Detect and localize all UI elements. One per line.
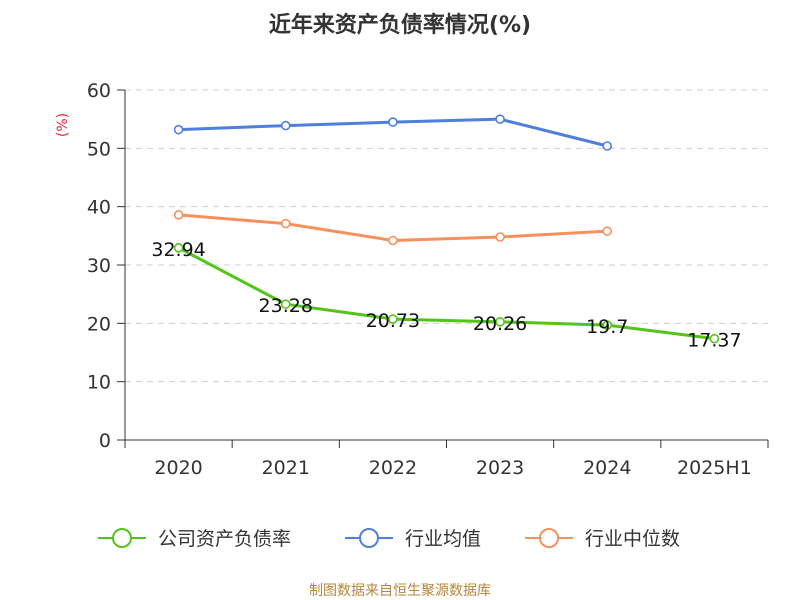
data-label: 17.37 — [687, 330, 741, 352]
data-label: 20.73 — [366, 310, 420, 332]
legend: 公司资产负债率 行业均值 行业中位数 — [98, 528, 680, 550]
x-tick-label: 2024 — [583, 457, 631, 479]
data-point — [495, 317, 505, 327]
data-labels: 32.94 23.28 20.73 20.26 19.7 17.37 — [151, 239, 741, 352]
data-point — [388, 117, 398, 127]
data-point — [173, 243, 184, 253]
data-label: 23.28 — [259, 295, 313, 317]
legend-swatch-marker — [112, 528, 132, 548]
series-line — [177, 246, 716, 341]
legend-label: 公司资产负债率 — [158, 528, 291, 550]
legend-label: 行业均值 — [405, 528, 481, 550]
y-tick-label: 40 — [87, 197, 111, 219]
x-tick-label: 2020 — [154, 457, 202, 479]
x-tick-label: 2022 — [369, 457, 417, 479]
data-point — [495, 114, 505, 124]
data-label: 19.7 — [586, 316, 628, 338]
legend-label: 行业中位数 — [585, 528, 680, 550]
data-point — [602, 226, 613, 236]
axes: 0 10 20 30 40 50 60 2020 2021 2022 2023 2024 2025H1 — [87, 80, 769, 479]
y-tick-label: 10 — [87, 372, 111, 394]
data-point — [173, 210, 184, 220]
y-tick-label: 0 — [99, 430, 111, 452]
y-tick-label: 50 — [87, 138, 111, 160]
series-group — [173, 114, 720, 344]
y-tick-label: 30 — [87, 255, 111, 277]
x-tick-label: 2021 — [262, 457, 310, 479]
data-point — [280, 218, 291, 229]
source-note: 制图数据来自恒生聚源数据库 — [309, 583, 491, 599]
data-point — [173, 124, 184, 135]
data-label: 32.94 — [151, 239, 205, 261]
data-point — [388, 235, 398, 246]
legend-swatch-marker — [539, 528, 559, 548]
data-point — [709, 333, 720, 344]
data-point — [280, 299, 291, 310]
data-label: 20.26 — [473, 313, 527, 335]
y-tick-label: 60 — [87, 80, 111, 102]
data-point — [602, 141, 613, 151]
y-tick-label: 20 — [87, 313, 111, 335]
data-point — [495, 232, 505, 242]
x-tick-label: 2023 — [476, 457, 524, 479]
y-axis-unit: (%) — [55, 113, 71, 137]
chart-title: 近年来资产负债率情况(%) — [269, 12, 531, 38]
gridlines — [125, 89, 768, 383]
data-point — [388, 314, 398, 324]
legend-swatch-marker — [359, 528, 379, 548]
x-tick-label: 2025H1 — [677, 457, 752, 479]
data-point — [280, 120, 291, 131]
data-point — [602, 320, 613, 330]
